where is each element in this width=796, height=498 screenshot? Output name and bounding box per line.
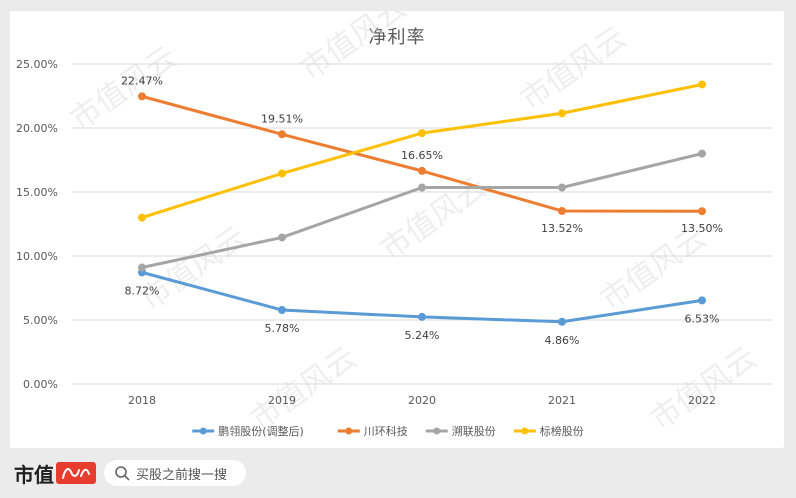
chart-title: 净利率 [368,27,426,48]
data-label: 13.52% [541,222,583,235]
data-point [278,130,286,139]
x-tick-label: 2019 [268,394,296,407]
legend-swatch-marker [521,427,529,435]
watermark-text: 市值风云 [295,11,413,88]
data-point [138,92,146,101]
watermark-text: 市值风云 [135,220,253,317]
y-tick-label: 20.00% [16,122,58,135]
y-tick-label: 15.00% [16,186,58,199]
data-label: 16.65% [401,149,443,162]
data-point [558,317,566,326]
data-point [698,296,706,305]
data-point [558,183,566,192]
search-button[interactable]: 买股之前搜一搜 [104,460,246,486]
x-tick-label: 2020 [408,394,436,407]
data-point [138,263,146,272]
x-tick-label: 2018 [128,394,156,407]
legend-label: 溯联股份 [452,425,496,438]
legend-swatch-marker [345,427,353,435]
y-tick-label: 25.00% [16,58,58,71]
data-label: 6.53% [685,312,720,325]
data-point [418,129,426,138]
watermark-text: 市值风云 [65,40,183,137]
search-label: 买股之前搜一搜 [136,467,228,483]
legend-label: 标榜股份 [540,424,584,438]
footer-bar: 市值 买股之前搜一搜 [0,448,796,498]
watermark-text: 市值风云 [645,340,763,437]
data-point [418,166,426,175]
data-label: 22.47% [121,74,163,87]
data-point [698,149,706,158]
chart-card: 净利率 市值风云 市值风云 市值风云 市值风云 市值风云 市值风云 市值风云 市值风云 0.00… [10,11,784,448]
watermark-text: 市值风云 [245,340,363,437]
data-point [698,80,706,89]
data-point [278,169,286,178]
legend-swatch-marker [433,427,441,435]
legend-label: 鹏翎股份(调整后) [218,424,304,438]
brand-text: 市值 [14,462,54,487]
data-label: 8.72% [125,284,160,297]
data-point [278,306,286,315]
x-tick-label: 2021 [548,394,576,407]
brand-seal [56,462,96,484]
data-point [138,213,146,222]
y-tick-label: 10.00% [16,250,58,263]
data-point [558,109,566,118]
data-label: 5.78% [265,322,300,335]
data-point [698,207,706,216]
data-label: 13.50% [681,222,723,235]
data-point [558,206,566,215]
data-label: 5.24% [405,329,440,342]
data-point [418,183,426,192]
brand-seal-icon [62,468,90,479]
legend-label: 川环科技 [364,424,408,438]
data-point [418,312,426,321]
x-tick-label: 2022 [688,394,716,407]
data-label: 4.86% [545,334,580,347]
brand-logo: 市值 [14,460,96,487]
y-tick-label: 5.00% [23,314,58,327]
data-point [278,233,286,242]
legend-swatch-marker [199,427,207,435]
y-tick-label: 0.00% [23,378,58,391]
search-icon [115,466,130,481]
data-label: 19.51% [261,112,303,125]
